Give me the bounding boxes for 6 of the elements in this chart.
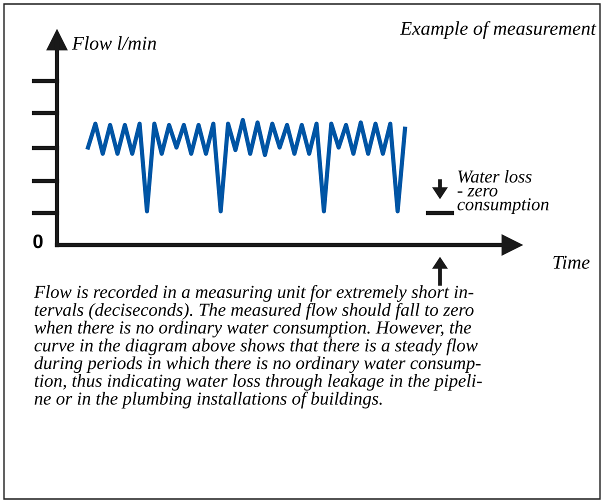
y-axis-title: Flow l/min	[72, 36, 156, 50]
text: Flow is recorded in a measuring unit for extremely short in- tervals (deciseconds). The measured flow should fall to zero when there is no ordinary water consumption. However, the curve in the diagram above shows that there is a steady flow during periods in which there is no ordinary water consump- tion, thus indicating water loss through leakage in the pipeli- ne or in the plumbing installations of buildings.	[34, 285, 482, 408]
text: Example of measurement	[400, 21, 596, 39]
text: Time	[553, 256, 590, 269]
text: 0	[33, 234, 43, 248]
text: Water loss - zero consumption	[458, 170, 549, 214]
